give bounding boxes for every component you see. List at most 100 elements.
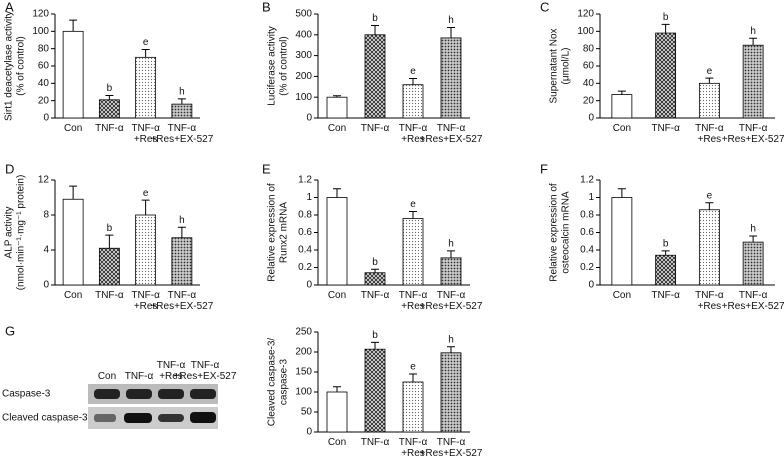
y-tick-label: 1: [306, 192, 312, 203]
x-tick-label: TNF-α +Res: [131, 123, 160, 145]
y-tick-label: 0: [588, 113, 594, 124]
significance-label: b: [663, 12, 669, 23]
y-axis-label: osteocalcin mRNA: [561, 191, 572, 274]
x-tick-label: TNF-α: [95, 290, 124, 301]
y-tick-label: 0.8: [580, 210, 594, 221]
significance-label: e: [410, 362, 416, 373]
y-tick-label: 100: [32, 26, 49, 37]
error-bar: [177, 98, 186, 105]
significance-label: e: [707, 190, 713, 201]
y-tick-label: 0: [306, 280, 312, 291]
y-tick-label: 100: [295, 92, 312, 103]
error-bar: [105, 94, 114, 100]
y-tick-label: 20: [38, 95, 50, 106]
error-bar: [749, 235, 758, 243]
error-bar: [141, 49, 150, 58]
bar: [98, 247, 120, 286]
bar: [655, 32, 677, 119]
y-axis-label: Relative expression of: [549, 183, 560, 282]
bar: [611, 94, 633, 119]
bar: [440, 37, 462, 119]
error-bar: [447, 346, 455, 353]
bar: [742, 241, 764, 286]
error-bar: [105, 234, 114, 249]
x-tick-label: TNF-α: [361, 437, 390, 448]
error-bar: [333, 95, 341, 98]
significance-label: b: [107, 223, 113, 234]
significance-label: b: [107, 83, 113, 94]
error-bar: [371, 24, 379, 35]
error-bar: [371, 268, 379, 273]
x-tick-label: TNF-α +Res: [695, 123, 724, 145]
y-axis-label: caspase-3: [279, 358, 290, 405]
error-bar: [333, 188, 341, 198]
error-bar: [617, 90, 626, 95]
error-bar: [177, 226, 186, 238]
significance-label: e: [143, 188, 149, 199]
y-tick-label: 1.2: [580, 175, 594, 186]
bar: [742, 44, 764, 119]
significance-label: e: [143, 37, 149, 48]
bar: [171, 237, 193, 286]
y-tick-label: 0.4: [298, 245, 312, 256]
x-tick-label: TNF-α: [361, 290, 390, 301]
x-tick-label: TNF-α +Res+EX-527: [722, 290, 784, 312]
y-tick-label: 120: [577, 9, 594, 20]
bar: [402, 218, 424, 286]
error-bar: [141, 199, 150, 215]
y-tick-label: 0: [306, 113, 312, 124]
y-tick-label: 4: [43, 245, 49, 256]
y-axis-label: Runx2 mRNA: [279, 202, 290, 263]
error-bar: [661, 250, 670, 256]
significance-label: b: [372, 330, 378, 341]
x-tick-label: TNF-α +Res+EX-527: [420, 437, 483, 459]
y-tick-label: 20: [583, 95, 595, 106]
x-tick-label: TNF-α +Res+EX-527: [150, 123, 213, 145]
y-tick-label: 0.2: [298, 262, 312, 273]
y-tick-label: 60: [583, 61, 595, 72]
y-tick-label: 80: [38, 43, 50, 54]
y-tick-label: 40: [38, 78, 50, 89]
y-axis-label: Cleaved caspase-3/: [267, 338, 278, 427]
x-tick-label: TNF-α +Res: [695, 290, 724, 312]
y-tick-label: 100: [577, 26, 594, 37]
x-tick-label: TNF-α +Res: [131, 290, 160, 312]
y-tick-label: 1: [588, 192, 594, 203]
bar: [326, 391, 348, 433]
y-axis-label: ALP activity: [4, 206, 15, 258]
x-tick-label: Con: [64, 290, 82, 301]
error-bar: [69, 185, 78, 200]
y-axis-label: (nmol·min⁻¹·mg⁻¹ protein): [16, 175, 27, 291]
x-tick-label: TNF-α +Res+EX-527: [150, 290, 213, 312]
y-tick-label: 200: [295, 347, 312, 358]
y-tick-label: 40: [583, 78, 595, 89]
bar: [364, 34, 386, 119]
error-bar: [705, 77, 714, 84]
x-tick-label: Con: [613, 290, 631, 301]
error-bar: [705, 202, 714, 210]
error-bar: [409, 373, 417, 382]
error-bar: [409, 77, 417, 85]
significance-label: e: [410, 66, 416, 77]
panel-label: C: [540, 0, 549, 14]
x-tick-label: TNF-α: [651, 123, 680, 134]
significance-label: h: [179, 215, 185, 226]
y-tick-label: 0: [306, 427, 312, 438]
y-tick-label: 12: [38, 175, 50, 186]
y-tick-label: 50: [301, 407, 313, 418]
error-bar: [447, 27, 455, 38]
significance-label: h: [448, 15, 454, 26]
error-bar: [617, 188, 626, 198]
y-tick-label: 250: [295, 327, 312, 338]
y-tick-label: 80: [583, 43, 595, 54]
panel-label: A: [5, 0, 14, 14]
x-tick-label: Con: [328, 123, 346, 134]
bar: [135, 214, 157, 286]
significance-label: b: [663, 239, 669, 250]
error-bar: [447, 250, 455, 258]
error-bar: [409, 211, 417, 219]
x-tick-label: Con: [328, 290, 346, 301]
error-bar: [661, 23, 670, 34]
panel-label: D: [5, 161, 14, 176]
x-tick-label: TNF-α +Res+EX-527: [722, 123, 784, 145]
